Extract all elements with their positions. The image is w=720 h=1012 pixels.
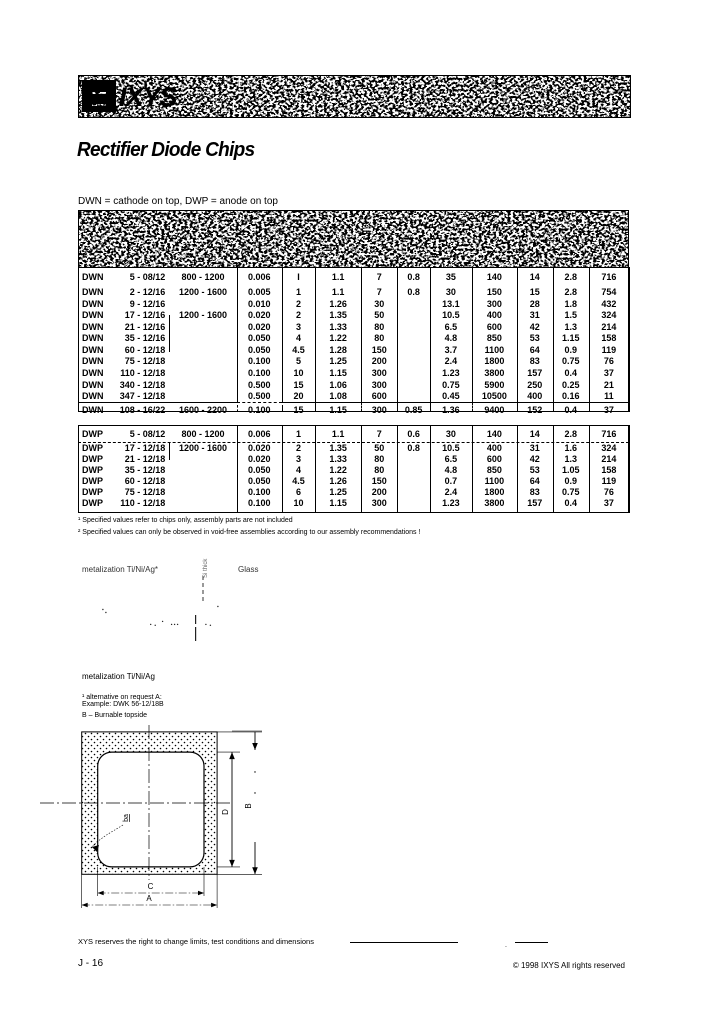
svg-text:D: D xyxy=(221,809,230,815)
svg-text:C: C xyxy=(148,882,154,891)
svg-text:ba: ba xyxy=(123,814,130,822)
svg-text:A: A xyxy=(146,894,152,903)
svg-text:B: B xyxy=(244,803,253,808)
